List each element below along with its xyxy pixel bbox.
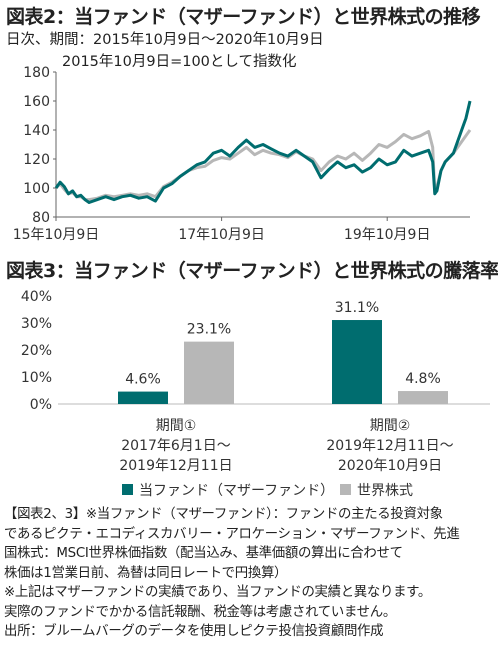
y-tick-label: 140 xyxy=(23,123,50,139)
category-period-end: 2019年12月11日 xyxy=(119,458,232,474)
footnote-line: であるピクテ・エコディスカバリー・アロケーション・マザーファンド、先進 xyxy=(4,526,460,542)
y-tick-label: 180 xyxy=(23,65,50,81)
fund-series-line xyxy=(54,100,472,204)
legend: 当ファンド（マザーファンド） 世界株式 xyxy=(122,483,413,499)
line-chart: 80 100 120 140 160 180 15年10月9日 17年10月9日 19年10月9… xyxy=(13,65,472,243)
y-tick-label: 30% xyxy=(21,316,52,332)
legend-swatch-fund xyxy=(122,484,133,495)
bar-value-label: 23.1% xyxy=(187,322,231,338)
footnote-line: 【図表2、3】※当ファンド（マザーファンド）：ファンドの主たる投資対象 xyxy=(4,507,443,522)
bar-chart: 0% 10% 20% 30% 40% 4.6% 23.1% 期間① 2017年6月1日～ 2019… xyxy=(21,289,490,499)
x-tick-label: 15年10月9日 xyxy=(13,227,100,243)
footnote-line: 国株式：MSCI世界株価指数（配当込み、基準価額の算出に合わせて xyxy=(4,546,403,561)
category-label: 期間① xyxy=(156,418,197,434)
bar-value-label: 4.8% xyxy=(405,371,441,387)
bar-value-label: 31.1% xyxy=(335,300,379,316)
figure3-title: 図表3：当ファンド（マザーファンド）と世界株式の騰落率 xyxy=(6,260,498,282)
figure2-index-note: 2015年10月9日=100として指数化 xyxy=(62,54,297,70)
category-period-start: 2017年6月1日～ xyxy=(121,438,230,454)
footnote-line: 実際のファンドでかかる信託報酬、税金等は考慮されていません。 xyxy=(4,604,396,620)
world-bar xyxy=(184,341,234,404)
bar-value-label: 4.6% xyxy=(125,372,161,388)
x-tick-label: 17年10月9日 xyxy=(178,227,265,243)
category-label: 期間② xyxy=(370,418,411,434)
footnote-line: ※上記はマザーファンドの実績であり、当ファンドの実績と異なります。 xyxy=(4,585,432,600)
figure2-period: 日次、期間：2015年10月9日～2020年10月9日 xyxy=(6,32,324,48)
y-tick-label: 160 xyxy=(23,94,50,110)
y-tick-label: 120 xyxy=(23,152,50,168)
y-tick-label: 100 xyxy=(23,181,50,197)
y-tick-label: 0% xyxy=(30,397,52,413)
footnote-line: 出所：ブルームバーグのデータを使用しピクテ投信投資顧問作成 xyxy=(4,624,384,639)
footnotes: 【図表2、3】※当ファンド（マザーファンド）：ファンドの主たる投資対象 であるピ… xyxy=(4,505,496,642)
legend-swatch-world xyxy=(340,484,351,495)
figure2-title: 図表2：当ファンド（マザーファンド）と世界株式の推移 xyxy=(6,6,481,28)
y-tick-label: 40% xyxy=(21,289,52,305)
y-tick-label: 20% xyxy=(21,343,52,359)
legend-label-world: 世界株式 xyxy=(357,483,413,499)
category-period-end: 2020年10月9日 xyxy=(338,458,442,474)
fund-bar xyxy=(332,320,382,404)
category-period-start: 2019年12月11日～ xyxy=(326,438,453,454)
world-bar xyxy=(398,391,448,404)
y-tick-label: 10% xyxy=(21,370,52,386)
x-tick-label: 19年10月9日 xyxy=(344,227,431,243)
y-tick-label: 80 xyxy=(32,210,50,226)
legend-label-fund: 当ファンド（マザーファンド） xyxy=(139,483,334,499)
footnote-line: 株価は1営業日前、為替は同日レートで円換算） xyxy=(4,565,288,581)
fund-bar xyxy=(118,391,168,404)
